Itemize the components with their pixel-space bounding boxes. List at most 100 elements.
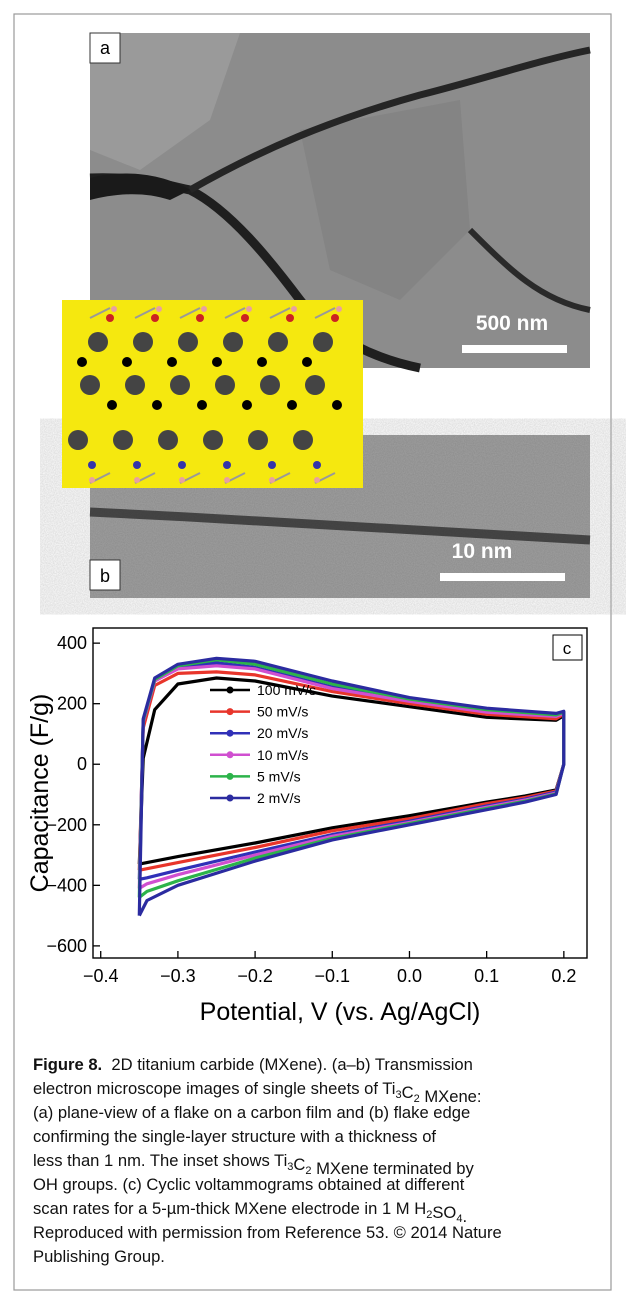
h-atom (179, 477, 185, 483)
o-atom (106, 314, 114, 322)
h-atom (134, 477, 140, 483)
h-atom (246, 306, 252, 312)
ti-atom (80, 375, 100, 395)
c-atom (257, 357, 267, 367)
cv-curve (137, 656, 566, 917)
o-atom (313, 461, 321, 469)
c-atom (212, 357, 222, 367)
c-atom (167, 357, 177, 367)
caption-run: scan rates for a 5-µm-thick MXene electr… (33, 1199, 426, 1218)
panel-label-box (89, 32, 121, 64)
o-atom (196, 314, 204, 322)
h-atom (156, 306, 162, 312)
y-tick-label: 0 (77, 754, 87, 774)
bond (89, 307, 111, 319)
c-atom (197, 400, 207, 410)
ti-atom (305, 375, 325, 395)
o-atom (286, 314, 294, 322)
caption-run: 3 (395, 1089, 401, 1101)
ti-atom (313, 332, 333, 352)
caption-run: OH groups. (c) Cyclic voltammograms obta… (33, 1175, 465, 1194)
caption-line: scan rates for a 5-µm-thick MXene electr… (33, 1199, 467, 1226)
caption-run: (a) plane-view of a flake on a carbon fi… (33, 1103, 470, 1122)
x-tick-label: −0.2 (237, 966, 273, 986)
panel-label: c (563, 639, 572, 658)
h-atom (89, 477, 95, 483)
o-atom (178, 461, 186, 469)
ti-atom (260, 375, 280, 395)
caption-run: 4 (456, 1213, 462, 1225)
caption-line: electron microscope images of single she… (33, 1079, 482, 1106)
ti-atom (113, 430, 133, 450)
y-axis-label: Capacitance (F/g) (26, 694, 54, 893)
y-tick-label: 400 (57, 633, 87, 653)
tem-edge (467, 227, 591, 313)
panel-label-box (552, 634, 583, 661)
y-tick-label: −400 (46, 875, 87, 895)
tem-edge (188, 46, 591, 194)
tem-flake (300, 100, 470, 300)
x-axis-label: Potential, V (vs. Ag/AgCl) (200, 998, 481, 1026)
ti-atom (215, 375, 235, 395)
legend-label: 2 mV/s (257, 790, 301, 806)
c-atom (287, 400, 297, 410)
caption-run: 3 (287, 1161, 293, 1173)
x-tick-label: −0.4 (83, 966, 119, 986)
plot-frame (92, 627, 588, 959)
caption-run: Reproduced with permission from Referenc… (33, 1223, 502, 1242)
bond (314, 307, 336, 319)
y-tick-label: 200 (57, 694, 87, 714)
ti-atom (125, 375, 145, 395)
tem-fold (90, 173, 190, 200)
h-atom (224, 477, 230, 483)
caption-run: 2 (414, 1093, 420, 1105)
legend-label: 100 mV/s (257, 682, 316, 698)
c-atom (107, 400, 117, 410)
ti-atom (170, 375, 190, 395)
bond (269, 307, 291, 319)
x-tick-label: 0.1 (474, 966, 499, 986)
caption-line: less than 1 nm. The inset shows Ti3C2 MX… (33, 1151, 475, 1178)
o-atom (268, 461, 276, 469)
x-tick-label: −0.1 (315, 966, 351, 986)
x-tick-label: −0.3 (160, 966, 196, 986)
c-atom (242, 400, 252, 410)
caption-run: confirming the single-layer structure wi… (33, 1127, 436, 1146)
caption-line: Reproduced with permission from Referenc… (33, 1223, 502, 1242)
o-atom (151, 314, 159, 322)
bond (179, 307, 201, 319)
legend-marker (226, 686, 234, 694)
caption-line: (a) plane-view of a flake on a carbon fi… (33, 1103, 470, 1122)
c-atom (122, 357, 132, 367)
y-tick-label: −600 (46, 936, 87, 956)
caption-line: Publishing Group. (33, 1247, 165, 1266)
c-atom (152, 400, 162, 410)
caption-run: SO (432, 1203, 456, 1222)
ti-atom (133, 332, 153, 352)
tem-region (90, 33, 240, 170)
x-tick-label: 0.2 (551, 966, 576, 986)
caption-run: Publishing Group. (33, 1247, 165, 1266)
panel-label: a (100, 38, 111, 58)
ti-atom (68, 430, 88, 450)
caption-run: electron microscope images of single she… (33, 1079, 395, 1098)
ti-atom (268, 332, 288, 352)
caption-line: confirming the single-layer structure wi… (33, 1127, 436, 1146)
atoms (68, 306, 342, 484)
ti-atom (88, 332, 108, 352)
h-atom (269, 477, 275, 483)
o-atom (223, 461, 231, 469)
ti-atom (178, 332, 198, 352)
panel-label: b (100, 566, 110, 586)
ti-atom (248, 430, 268, 450)
ti-atom (223, 332, 243, 352)
h-atom (111, 306, 117, 312)
c-atom (302, 357, 312, 367)
ti-atom (293, 430, 313, 450)
scale-bar-label: 10 nm (452, 540, 513, 563)
caption-run: . (462, 1207, 467, 1226)
h-atom (201, 306, 207, 312)
legend-label: 5 mV/s (257, 768, 301, 784)
y-tick-label: −200 (46, 815, 87, 835)
legend-label: 50 mV/s (257, 704, 308, 720)
